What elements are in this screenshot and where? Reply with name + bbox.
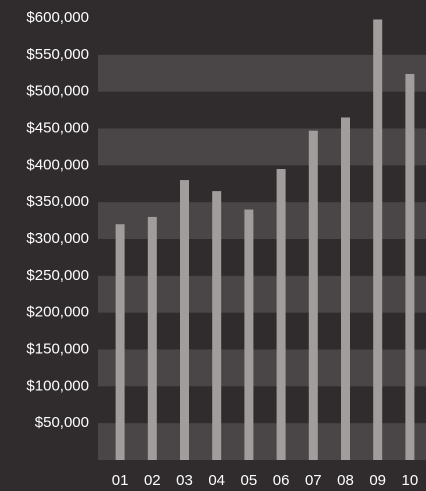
x-tick-label: 04 xyxy=(208,472,225,489)
y-tick-label: $350,000 xyxy=(26,193,89,210)
x-tick-label: 03 xyxy=(176,472,193,489)
y-tick-label: $450,000 xyxy=(26,119,89,136)
y-tick-label: $250,000 xyxy=(26,267,89,284)
grid-band xyxy=(98,128,426,166)
bar xyxy=(276,169,286,460)
bar xyxy=(244,209,254,460)
x-tick-label: 02 xyxy=(144,472,161,489)
x-tick-label: 09 xyxy=(369,472,386,489)
y-tick-label: $550,000 xyxy=(26,46,89,63)
x-tick-label: 07 xyxy=(305,472,322,489)
bar xyxy=(115,224,125,460)
y-tick-label: $200,000 xyxy=(26,304,89,321)
y-tick-label: $600,000 xyxy=(26,9,89,26)
x-tick-label: 08 xyxy=(337,472,354,489)
y-tick-label: $150,000 xyxy=(26,340,89,357)
y-tick-label: $100,000 xyxy=(26,377,89,394)
bar xyxy=(373,19,383,461)
bar xyxy=(147,216,157,460)
y-tick-label: $300,000 xyxy=(26,230,89,247)
bar xyxy=(180,180,189,461)
y-tick-label: $500,000 xyxy=(26,83,89,100)
x-tick-label: 05 xyxy=(241,472,258,489)
x-tick-label: 06 xyxy=(273,472,290,489)
bar xyxy=(405,73,415,460)
grid-band xyxy=(98,54,426,92)
x-tick-label: 01 xyxy=(112,472,129,489)
bar xyxy=(212,191,222,460)
bar xyxy=(308,130,318,460)
x-tick-label: 10 xyxy=(402,472,419,489)
y-tick-label: $400,000 xyxy=(26,156,89,173)
bar xyxy=(341,117,350,460)
y-tick-label: $50,000 xyxy=(35,414,89,431)
